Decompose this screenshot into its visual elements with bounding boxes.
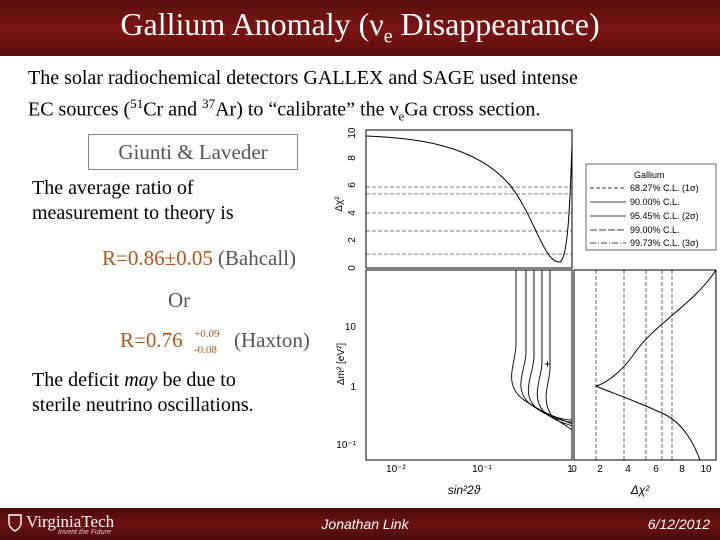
ratio-haxton-source: (Haxton)	[234, 328, 310, 352]
or-label: Or	[168, 288, 191, 312]
left-ytick-10: 10	[345, 322, 357, 333]
bottom-xlabel: sin²2ϑ	[448, 483, 481, 497]
average-ratio-text: The average ratio of measurement to theo…	[32, 176, 234, 226]
bottom-xtick-1: 1	[567, 464, 573, 475]
left-ytick-0-1: 10⁻¹	[336, 440, 356, 451]
right-panel-frame	[573, 269, 717, 461]
virginia-tech-shield-icon	[8, 514, 22, 532]
ratio-haxton: R=0.76 +0.09 -0.08 (Haxton)	[120, 328, 340, 368]
bottom-xtick-0-01: 10⁻²	[386, 464, 406, 475]
top-yticks: 0 2 4 6 8 10	[347, 127, 358, 271]
avg-line-2: measurement to theory is	[32, 202, 234, 224]
title-end: Disappearance)	[392, 6, 600, 42]
deficit-l1-b: be due to	[157, 369, 236, 391]
gallium-plot-svg: 0 2 4 6 8 10 Δχ² Δm² [eV²] 10 1 10⁻¹	[334, 127, 717, 497]
legend-label-2sigma: 95.45% C.L. (2σ)	[630, 211, 699, 221]
right-xtick-8: 8	[679, 464, 685, 475]
footer-logo-tagline: Invent the Future	[58, 529, 111, 536]
left-ytick-1: 1	[350, 382, 356, 393]
intro-line-2: EC sources (51Cr and 37Ar) to “calibrate…	[28, 91, 708, 129]
deficit-text: The deficit may be due to sterile neutri…	[32, 368, 254, 418]
intro-l2-a: EC sources (	[28, 98, 131, 121]
intro-l2-c: Ar) to “calibrate” the ν	[215, 98, 399, 121]
legend-label-90: 90.00% C.L.	[630, 197, 680, 207]
deficit-line-1: The deficit may be due to	[32, 368, 254, 393]
deficit-may: may	[124, 369, 158, 391]
legend-title: Gallium	[634, 170, 665, 180]
bottom-xtick-0-1: 10⁻¹	[472, 464, 492, 475]
intro-line-1: The solar radiochemical detectors GALLEX…	[28, 67, 578, 89]
right-xlabel: Δχ²	[630, 483, 651, 497]
or-text: Or	[168, 288, 190, 314]
ratio-haxton-plus: +0.09	[194, 328, 220, 340]
title-bar: Gallium Anomaly (νe Disappearance)	[0, 0, 720, 56]
top-ytick-6: 6	[347, 182, 358, 188]
ratio-bahcall-source: (Bahcall)	[217, 246, 297, 270]
deficit-l1-a: The deficit	[32, 369, 125, 391]
legend-label-99: 99.00% C.L.	[630, 225, 680, 235]
top-ytick-8: 8	[347, 155, 358, 161]
footer-date: 6/12/2012	[647, 516, 710, 532]
intro-l2-b: Cr and	[143, 98, 203, 121]
left-ylabel: Δm² [eV²]	[336, 343, 347, 385]
slide-title: Gallium Anomaly (νe Disappearance)	[0, 6, 720, 48]
footer-logo-text: VirginiaTech	[26, 512, 115, 531]
top-chi2-curve	[365, 135, 573, 263]
title-main: Gallium Anomaly (ν	[120, 6, 384, 42]
top-ytick-4: 4	[347, 210, 358, 216]
ratio-bahcall-value: R=0.86±0.05	[102, 246, 213, 270]
legend-label-1sigma: 68.27% C.L. (1σ)	[630, 183, 699, 193]
right-xtick-2: 2	[597, 464, 603, 475]
ratio-bahcall: R=0.86±0.05 (Bahcall)	[102, 246, 296, 272]
plot-legend: Gallium 68.27% C.L. (1σ) 90.00% C.L. 95.…	[585, 163, 717, 251]
right-chi2-curve	[594, 269, 717, 461]
right-cl-lines	[595, 270, 673, 460]
contour-panel-frame	[365, 269, 573, 461]
citation-box: Giunti & Laveder	[88, 134, 298, 170]
gallium-plot: 0 2 4 6 8 10 Δχ² Δm² [eV²] 10 1 10⁻¹	[334, 124, 720, 506]
deficit-line-2: sterile neutrino oscillations.	[32, 394, 254, 416]
footer-bar: VirginiaTech Invent the Future Jonathan …	[0, 508, 720, 540]
intro-text: The solar radiochemical detectors GALLEX…	[28, 66, 708, 129]
contours	[511, 270, 573, 431]
legend-box	[585, 163, 717, 251]
ratio-haxton-minus: -0.08	[194, 344, 217, 356]
top-ytick-0: 0	[347, 265, 358, 271]
right-xtick-10: 10	[700, 464, 712, 475]
intro-l2-sup1: 51	[130, 96, 144, 111]
top-ylabel: Δχ²	[334, 196, 345, 212]
title-subscript: e	[383, 25, 393, 48]
top-cl-lines	[366, 186, 572, 255]
legend-label-3sigma: 99.73% C.L. (3σ)	[630, 238, 699, 248]
best-fit-marker: +	[544, 357, 551, 371]
intro-l2-sub: e	[398, 108, 405, 124]
top-panel-frame	[365, 129, 573, 269]
top-ytick-2: 2	[347, 237, 358, 243]
intro-l2-d: Ga cross section.	[404, 98, 541, 121]
footer-presenter: Jonathan Link	[321, 516, 409, 532]
right-xtick-6: 6	[653, 464, 659, 475]
ratio-haxton-value: R=0.76	[120, 328, 183, 352]
right-xtick-0: 0	[571, 464, 577, 475]
right-xtick-4: 4	[625, 464, 631, 475]
avg-line-1: The average ratio of	[32, 177, 194, 199]
intro-l2-sup2: 37	[202, 96, 216, 111]
top-ytick-10: 10	[347, 127, 358, 139]
